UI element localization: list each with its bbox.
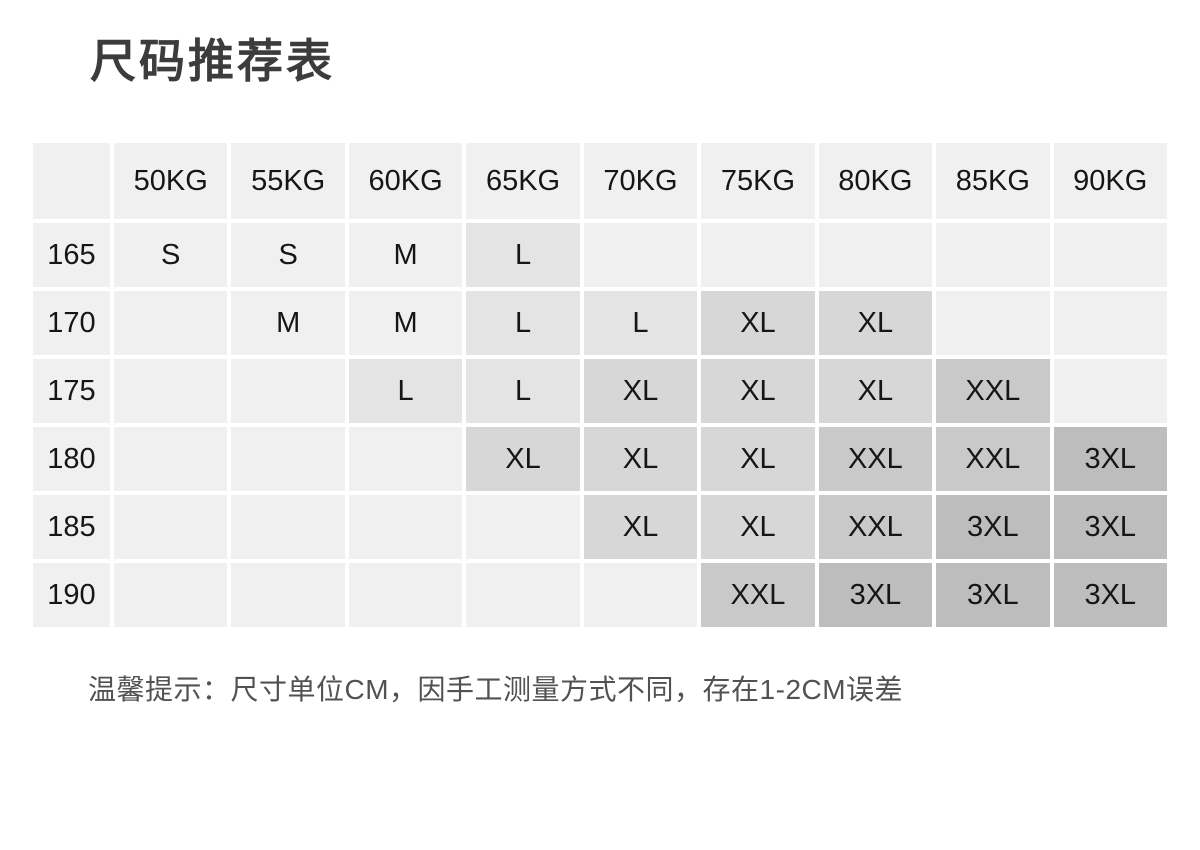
size-cell	[114, 291, 228, 355]
size-chart-table: 50KG 55KG 60KG 65KG 70KG 75KG 80KG 85KG 90KG 165 S…	[33, 143, 1167, 627]
size-cell: M	[348, 291, 463, 355]
size-cell	[231, 495, 345, 559]
size-cell: XL	[701, 495, 815, 559]
height-label-cell: 165	[33, 223, 110, 287]
size-cell	[466, 495, 580, 559]
height-label-cell: 185	[33, 495, 110, 559]
size-cell: XL	[583, 495, 698, 559]
height-label-cell: 170	[33, 291, 110, 355]
weight-header-cell: 55KG	[231, 143, 345, 219]
corner-cell	[33, 143, 110, 219]
size-cell: M	[231, 291, 345, 355]
size-cell: 3XL	[936, 563, 1050, 627]
size-cell	[701, 223, 815, 287]
size-cell: 3XL	[1053, 563, 1167, 627]
size-cell: XL	[818, 359, 933, 423]
size-cell	[1053, 223, 1167, 287]
size-cell: XXL	[818, 495, 933, 559]
size-cell	[114, 495, 228, 559]
size-cell: L	[583, 291, 698, 355]
size-cell: XXL	[818, 427, 933, 491]
measurement-note: 温馨提示：尺寸单位CM，因手工测量方式不同，存在1-2CM误差	[88, 674, 904, 705]
size-cell	[583, 563, 698, 627]
size-cell: 3XL	[1053, 427, 1167, 491]
size-cell: L	[466, 291, 580, 355]
size-cell: XXL	[936, 427, 1050, 491]
size-cell: S	[231, 223, 345, 287]
size-cell	[348, 495, 463, 559]
weight-header-cell: 70KG	[583, 143, 698, 219]
size-cell	[583, 223, 698, 287]
size-cell: L	[348, 359, 463, 423]
weight-header-cell: 85KG	[936, 143, 1050, 219]
size-cell	[231, 563, 345, 627]
weight-header-cell: 90KG	[1053, 143, 1167, 219]
size-cell: XXL	[701, 563, 815, 627]
size-cell: XXL	[936, 359, 1050, 423]
size-cell	[114, 427, 228, 491]
size-cell	[231, 359, 345, 423]
size-cell	[818, 223, 933, 287]
size-cell	[1053, 291, 1167, 355]
height-label-cell: 180	[33, 427, 110, 491]
weight-header-cell: 60KG	[348, 143, 463, 219]
weight-header-cell: 80KG	[818, 143, 933, 219]
size-cell	[114, 359, 228, 423]
size-cell	[114, 563, 228, 627]
size-cell: XL	[818, 291, 933, 355]
size-cell: M	[348, 223, 463, 287]
height-label-cell: 175	[33, 359, 110, 423]
size-cell: XL	[701, 359, 815, 423]
weight-header-cell: 65KG	[466, 143, 580, 219]
size-cell	[348, 563, 463, 627]
weight-header-cell: 50KG	[114, 143, 228, 219]
weight-header-cell: 75KG	[701, 143, 815, 219]
size-cell: 3XL	[1053, 495, 1167, 559]
size-cell: L	[466, 359, 580, 423]
size-cell: XL	[701, 427, 815, 491]
size-cell: L	[466, 223, 580, 287]
size-cell	[936, 223, 1050, 287]
height-label-cell: 190	[33, 563, 110, 627]
size-cell: XL	[583, 427, 698, 491]
size-cell: 3XL	[936, 495, 1050, 559]
size-cell	[1053, 359, 1167, 423]
size-cell	[348, 427, 463, 491]
size-cell	[466, 563, 580, 627]
size-cell	[231, 427, 345, 491]
size-cell: 3XL	[818, 563, 933, 627]
size-cell: XL	[701, 291, 815, 355]
page-title: 尺码推荐表	[90, 35, 335, 87]
size-cell: XL	[466, 427, 580, 491]
size-cell: XL	[583, 359, 698, 423]
size-cell	[936, 291, 1050, 355]
size-cell: S	[114, 223, 228, 287]
